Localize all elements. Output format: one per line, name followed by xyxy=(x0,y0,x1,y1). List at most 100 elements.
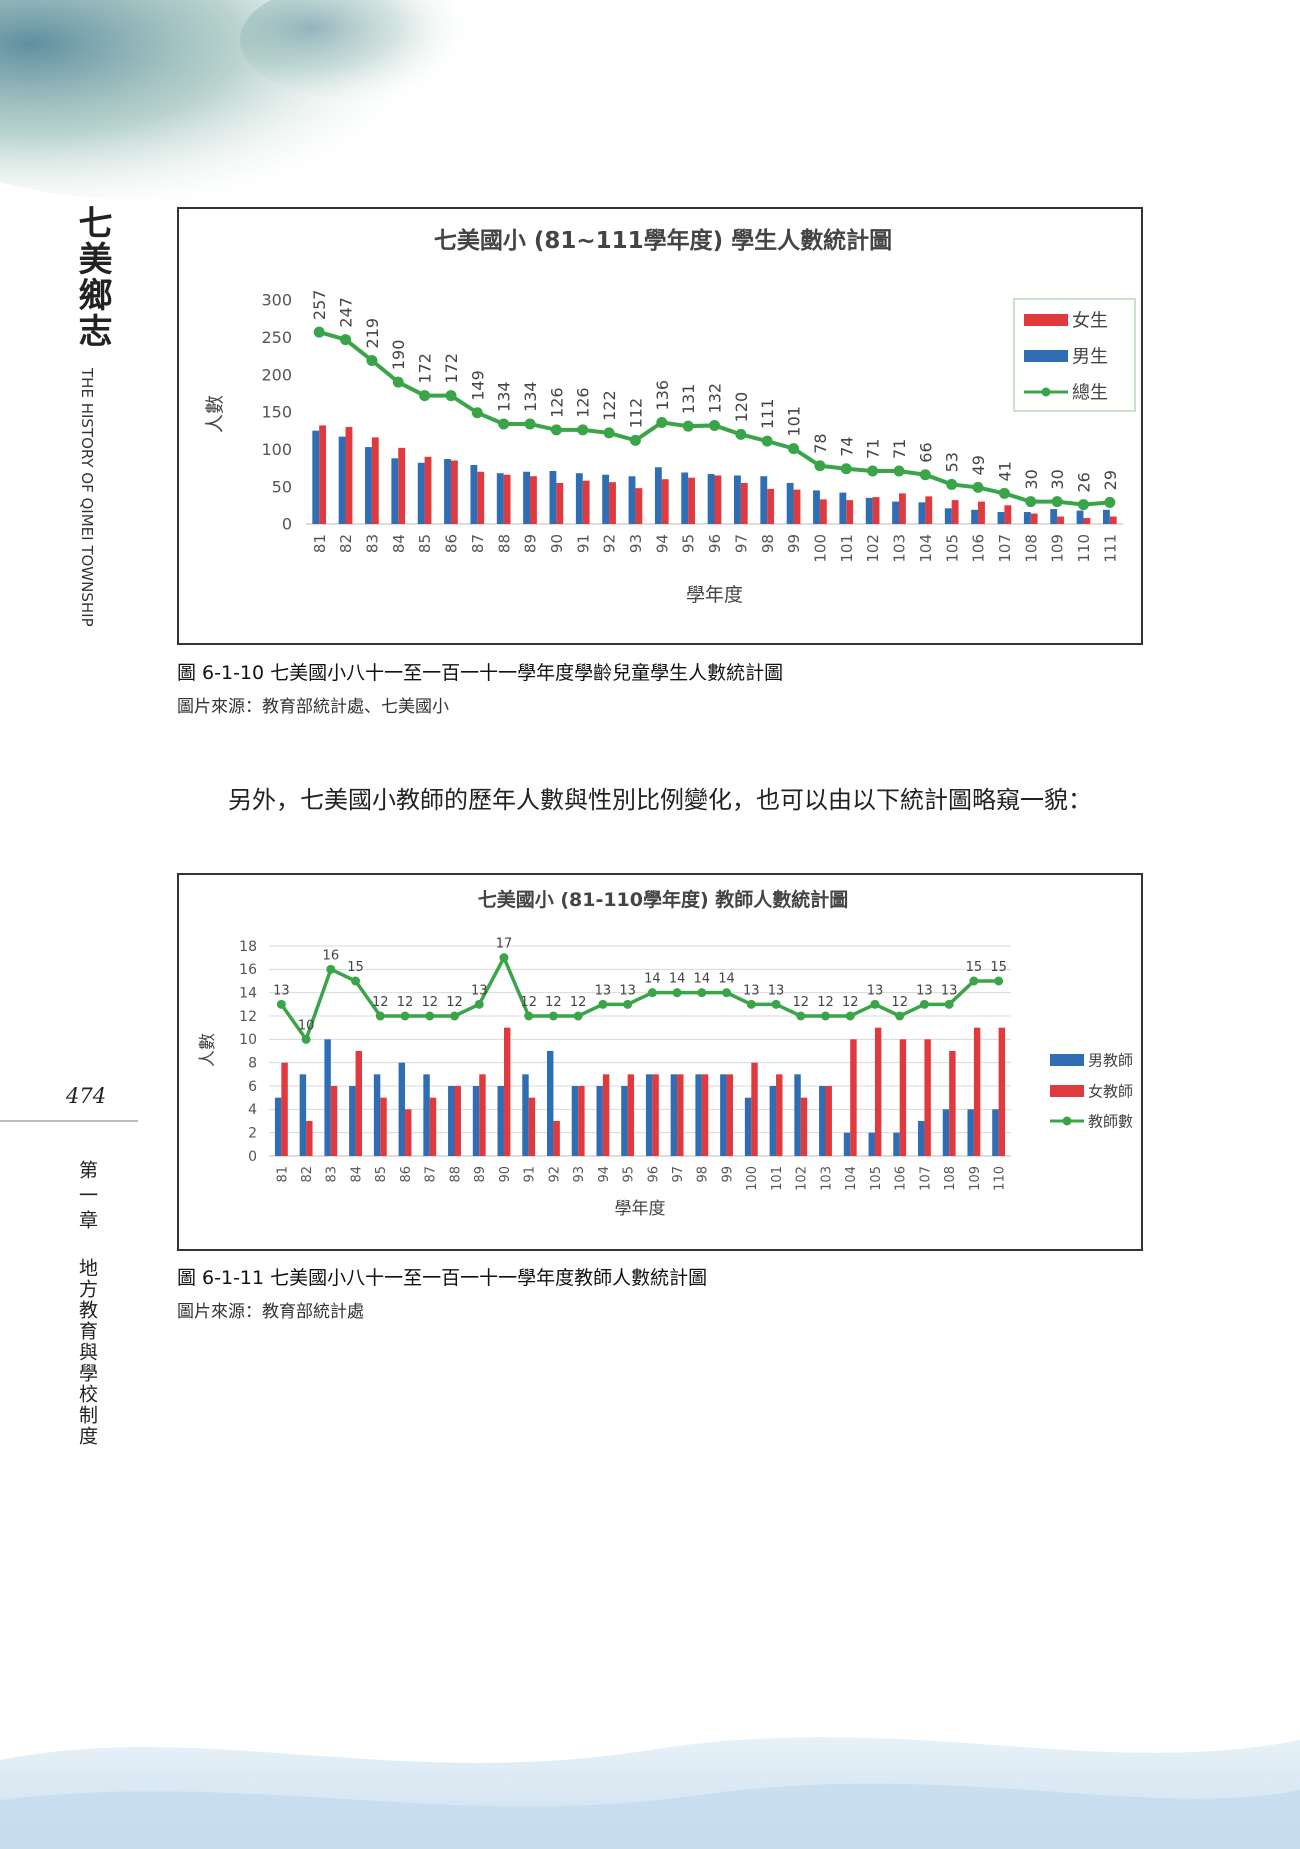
bar xyxy=(1076,510,1084,524)
x-tick-label: 97 xyxy=(671,1166,686,1183)
bar xyxy=(695,1074,702,1156)
bar xyxy=(398,1062,406,1156)
chapter-title: 地方教育與學校制度 xyxy=(76,1258,98,1447)
data-label: 13 xyxy=(768,983,785,998)
x-tick-label: 99 xyxy=(720,1166,735,1183)
bar xyxy=(825,1086,832,1156)
point xyxy=(821,1011,830,1021)
point xyxy=(550,424,562,436)
bar xyxy=(944,508,952,524)
bar xyxy=(776,1074,783,1156)
bar xyxy=(575,473,583,524)
bar xyxy=(951,500,959,524)
bar xyxy=(793,489,801,524)
bar xyxy=(973,1027,981,1156)
y-tick-label: 200 xyxy=(261,365,292,384)
data-label: 13 xyxy=(941,983,958,998)
x-tick-label: 107 xyxy=(918,1166,933,1191)
data-label: 126 xyxy=(574,387,593,418)
x-tick-label: 96 xyxy=(646,1166,661,1183)
bar xyxy=(349,1086,356,1156)
data-label: 10 xyxy=(298,1018,315,1033)
figure-caption: 圖 6-1-10 七美國小八十一至一百一十一學年度學齡兒童學生人數統計圖 xyxy=(177,662,784,684)
bar xyxy=(391,458,399,524)
bar xyxy=(479,1074,486,1156)
data-label: 71 xyxy=(864,439,883,459)
bar xyxy=(786,482,794,524)
bar xyxy=(707,473,715,524)
page-number: 474 xyxy=(66,1084,107,1108)
bar xyxy=(872,497,880,524)
point xyxy=(788,443,800,455)
y-tick-label: 6 xyxy=(248,1079,257,1095)
point xyxy=(445,390,457,402)
y-tick-label: 2 xyxy=(248,1126,257,1142)
x-tick-label: 91 xyxy=(523,1166,538,1183)
data-label: 134 xyxy=(521,381,540,412)
point xyxy=(419,390,431,402)
point xyxy=(623,999,633,1009)
data-label: 219 xyxy=(363,318,382,349)
bar xyxy=(720,1074,727,1156)
y-axis-label: 人數 xyxy=(204,395,226,433)
data-label: 15 xyxy=(990,960,1007,975)
data-label: 15 xyxy=(966,960,983,975)
y-tick-label: 18 xyxy=(239,939,257,955)
figure-caption: 圖 6-1-11 七美國小八十一至一百一十一學年度教師人數統計圖 xyxy=(177,1267,708,1289)
bar xyxy=(978,501,985,524)
point xyxy=(392,376,404,388)
bar xyxy=(547,1051,554,1156)
bar xyxy=(681,472,689,524)
point xyxy=(450,1011,459,1021)
legend-label: 教師數 xyxy=(1088,1112,1133,1130)
bar xyxy=(338,436,346,524)
bar xyxy=(281,1062,288,1156)
data-label: 172 xyxy=(442,353,461,384)
bar xyxy=(274,1097,282,1156)
bar xyxy=(714,475,722,524)
bar xyxy=(1109,516,1117,524)
point xyxy=(577,424,589,436)
bar xyxy=(893,1132,900,1156)
x-tick-label: 106 xyxy=(894,1166,909,1191)
bar xyxy=(645,1074,653,1156)
bar xyxy=(701,1074,709,1156)
data-label: 12 xyxy=(817,995,834,1010)
bar xyxy=(477,471,485,524)
legend-swatch xyxy=(1062,1116,1072,1126)
x-tick-label: 98 xyxy=(759,534,777,553)
x-tick-label: 81 xyxy=(311,534,329,553)
x-tick-label: 90 xyxy=(548,534,566,553)
bar xyxy=(677,1074,684,1156)
bar xyxy=(740,482,748,524)
legend-label: 女生 xyxy=(1072,310,1108,331)
figure-frame: 七美國小 (81-110學年度) 教師人數統計圖 人數 學年度 0 2 4 6 8 10 12 14… xyxy=(177,873,1143,1251)
point xyxy=(471,407,483,419)
bar xyxy=(448,1086,455,1156)
point xyxy=(548,1011,558,1021)
bar xyxy=(850,1039,857,1156)
x-tick-label: 89 xyxy=(473,1166,488,1183)
bar xyxy=(503,1027,511,1156)
data-label: 12 xyxy=(842,995,859,1010)
bar xyxy=(865,497,873,524)
bar xyxy=(556,482,564,524)
x-tick-label: 93 xyxy=(627,534,645,553)
bar xyxy=(417,462,425,524)
bar xyxy=(522,1074,529,1156)
x-tick-label: 101 xyxy=(770,1166,785,1191)
data-label: 131 xyxy=(679,384,698,415)
data-label: 136 xyxy=(653,380,672,411)
x-tick-label: 100 xyxy=(812,534,830,563)
point xyxy=(867,465,879,477)
data-label: 41 xyxy=(995,461,1014,481)
data-label: 12 xyxy=(446,995,463,1010)
bar xyxy=(918,1121,925,1156)
bar xyxy=(373,1074,381,1156)
x-tick-label: 86 xyxy=(443,534,461,553)
bar xyxy=(312,430,320,524)
